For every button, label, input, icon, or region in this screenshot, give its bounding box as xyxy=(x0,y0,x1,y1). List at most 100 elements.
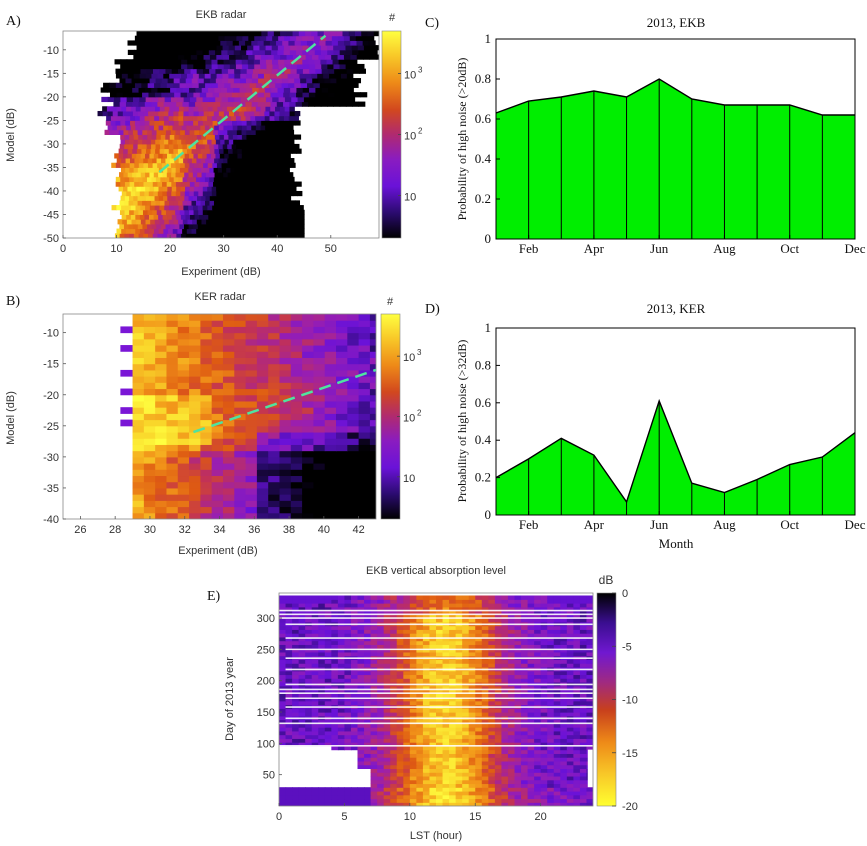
heatmap-cell xyxy=(352,68,360,74)
heatmap-cell xyxy=(268,320,281,327)
heatmap-cell xyxy=(155,357,168,365)
heatmap-cell xyxy=(141,82,149,88)
heatmap-cell xyxy=(514,685,522,691)
heatmap-cell xyxy=(130,228,136,234)
heatmap-cell xyxy=(507,738,516,743)
heatmap-cell xyxy=(245,143,251,150)
heatmap-cell xyxy=(488,783,496,788)
heatmap-cell xyxy=(132,475,145,483)
heatmap-cell xyxy=(272,35,279,41)
heatmap-cell xyxy=(501,779,509,785)
heatmap-cell xyxy=(501,734,509,739)
heatmap-cell xyxy=(253,59,261,65)
heatmap-cell xyxy=(252,73,259,79)
heatmap-cell xyxy=(188,205,194,211)
panel-b-xtick-label: 28 xyxy=(109,524,121,536)
heatmap-cell xyxy=(285,618,293,623)
heatmap-cell xyxy=(284,205,290,211)
fit-line-a xyxy=(158,34,327,174)
heatmap-cell xyxy=(221,205,228,211)
heatmap-cell xyxy=(166,506,179,514)
heatmap-cell xyxy=(177,326,190,334)
heatmap-cell xyxy=(377,745,385,751)
heatmap-cell xyxy=(377,764,385,770)
heatmap-cell xyxy=(290,87,298,93)
heatmap-cell xyxy=(290,425,303,433)
heatmap-cell xyxy=(573,753,581,758)
heatmap-cell xyxy=(336,456,348,464)
heatmap-cell xyxy=(347,92,355,98)
heatmap-cell xyxy=(290,162,296,168)
heatmap-cell xyxy=(547,712,555,717)
heatmap-cell xyxy=(240,181,247,187)
heatmap-cell xyxy=(475,727,483,732)
heatmap-cell xyxy=(422,700,431,706)
heatmap-cell xyxy=(292,633,300,638)
heatmap-cell xyxy=(553,730,561,736)
heatmap-cell xyxy=(436,693,444,698)
heatmap-cell xyxy=(409,764,417,770)
heatmap-cell xyxy=(369,512,376,519)
heatmap-cell xyxy=(403,700,411,706)
heatmap-cell xyxy=(222,45,230,51)
heatmap-cell xyxy=(579,633,588,638)
heatmap-cell xyxy=(429,712,437,717)
heatmap-cell xyxy=(369,363,376,371)
heatmap-cell xyxy=(521,719,529,724)
heatmap-cell xyxy=(290,394,303,402)
heatmap-cell xyxy=(468,640,476,645)
heatmap-cell xyxy=(288,125,294,131)
heatmap-cell xyxy=(296,68,304,74)
heatmap-cell xyxy=(573,723,581,728)
heatmap-cell xyxy=(216,115,223,121)
heatmap-cell xyxy=(488,618,496,623)
heatmap-cell xyxy=(234,463,247,470)
heatmap-cell xyxy=(429,659,437,664)
heatmap-cell xyxy=(155,363,168,371)
heatmap-cell xyxy=(183,134,189,140)
heatmap-cell xyxy=(279,388,292,396)
heatmap-cell xyxy=(462,779,470,785)
heatmap-cell xyxy=(217,63,225,70)
heatmap-cell xyxy=(177,40,184,46)
heatmap-cell xyxy=(256,394,269,402)
heatmap-cell xyxy=(507,663,516,668)
heatmap-cell xyxy=(462,685,470,691)
heatmap-cell xyxy=(279,500,292,508)
heatmap-cell xyxy=(436,618,444,623)
heatmap-cell xyxy=(560,794,568,800)
heatmap-cell xyxy=(449,775,457,781)
heatmap-cell xyxy=(294,78,301,84)
heatmap-cell xyxy=(173,45,181,51)
heatmap-cell xyxy=(553,719,561,724)
heatmap-cell xyxy=(377,798,385,803)
heatmap-cell xyxy=(292,674,300,679)
heatmap-cell xyxy=(429,772,437,777)
heatmap-cell xyxy=(159,120,165,126)
heatmap-cell xyxy=(455,727,463,732)
heatmap-cell xyxy=(292,723,300,728)
heatmap-cell xyxy=(311,689,319,694)
heatmap-cell xyxy=(349,35,357,41)
heatmap-cell xyxy=(129,139,135,145)
heatmap-cell xyxy=(279,678,287,683)
heatmap-cell xyxy=(311,723,319,728)
heatmap-cell xyxy=(370,794,378,800)
heatmap-cell xyxy=(514,730,522,736)
heatmap-cell xyxy=(298,651,306,657)
heatmap-cell xyxy=(475,633,483,638)
heatmap-cell xyxy=(507,768,516,773)
heatmap-cell xyxy=(258,143,264,150)
heatmap-cell xyxy=(494,753,503,758)
heatmap-cell xyxy=(279,618,287,623)
heatmap-cell xyxy=(357,689,365,694)
heatmap-cell xyxy=(124,134,130,140)
heatmap-cell xyxy=(273,186,279,192)
heatmap-cell xyxy=(295,101,303,107)
panel-c: C) 2013, EKB Feb Apr Jun Aug Oct Dec00.20.40.… xyxy=(425,15,866,256)
heatmap-cell xyxy=(295,134,302,140)
heatmap-cell xyxy=(133,54,141,60)
heatmap-cell xyxy=(357,723,365,728)
heatmap-cell xyxy=(313,432,326,439)
